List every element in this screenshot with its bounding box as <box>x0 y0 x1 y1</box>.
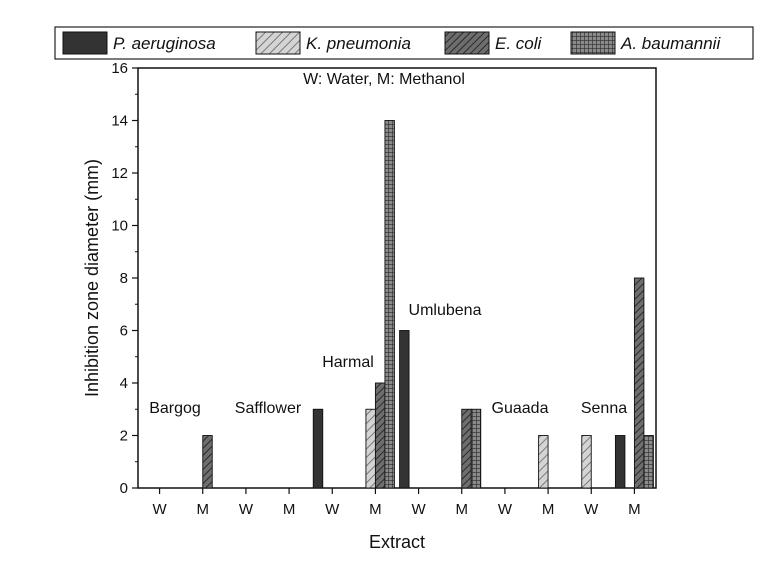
bar-k-pneumonia-5 <box>365 408 376 489</box>
bars <box>202 120 654 489</box>
plant-label-guaada: Guaada <box>492 400 549 417</box>
x-tick-label: M <box>197 501 210 518</box>
legend-box <box>54 26 754 60</box>
bar-e-coli-5 <box>374 382 386 489</box>
plant-labels: Bargog Safflower Harmal Umlubena Guaada Senna <box>149 302 627 417</box>
x-tick-label: M <box>542 501 555 518</box>
legend-label: P. aeruginosa <box>113 34 216 53</box>
bar-p-aeruginosa-6 <box>399 330 410 489</box>
legend-swatch <box>62 31 108 55</box>
x-axis-title: Extract <box>369 532 425 552</box>
y-tick-label: 4 <box>120 375 128 392</box>
legend-swatch <box>570 31 616 55</box>
x-tick-label: W <box>325 501 340 518</box>
x-tick-label: M <box>456 501 469 518</box>
bar-a-baumannii-7 <box>470 408 482 489</box>
plant-label-harmal: Harmal <box>322 354 374 371</box>
legend-label: A. baumannii <box>620 34 721 53</box>
legend-swatch <box>444 31 490 55</box>
x-tick-label: W <box>411 501 426 518</box>
x-tick-label: W <box>152 501 167 518</box>
bar-e-coli-7 <box>461 408 472 489</box>
axes: 0 2 4 6 8 10 12 14 16 W M W M W M W M W M W M <box>111 60 657 518</box>
bar-e-coli-11 <box>633 277 645 489</box>
bar-a-baumannii-5 <box>384 120 395 489</box>
y-tick-label: 16 <box>111 60 128 77</box>
bar-e-coli-1 <box>202 435 213 489</box>
legend-label: E. coli <box>495 34 543 53</box>
x-tick-label: M <box>628 501 641 518</box>
bar-p-aeruginosa-11 <box>614 435 626 489</box>
x-tick-label: W <box>498 501 513 518</box>
y-tick-label: 12 <box>111 165 128 182</box>
bar-a-baumannii-11 <box>643 435 654 489</box>
y-tick-label: 2 <box>120 428 128 445</box>
x-tick-label: W <box>239 501 254 518</box>
x-tick-label: M <box>369 501 382 518</box>
plant-label-senna: Senna <box>581 400 627 417</box>
y-axis-title: Inhibition zone diameter (mm) <box>82 159 102 397</box>
chart-note: W: Water, M: Methanol <box>303 71 465 88</box>
plot-frame <box>137 67 657 489</box>
bar-p-aeruginosa-4 <box>312 408 324 489</box>
y-tick-label: 0 <box>120 480 128 497</box>
bar-k-pneumonia-9 <box>538 435 549 489</box>
legend: P. aeruginosa K. pneumonia E. coli A. bauma… <box>54 26 754 60</box>
y-tick-label: 6 <box>120 323 128 340</box>
y-tick-label: 10 <box>111 218 128 235</box>
plant-label-safflower: Safflower <box>235 400 302 417</box>
plant-label-bargog: Bargog <box>149 400 201 417</box>
legend-label: K. pneumonia <box>306 34 411 53</box>
y-axis: 0 2 4 6 8 10 12 14 16 <box>111 60 138 497</box>
x-tick-label: W <box>584 501 599 518</box>
bar-k-pneumonia-10 <box>581 435 592 489</box>
y-tick-label: 8 <box>120 270 128 287</box>
plant-label-umlubena: Umlubena <box>409 302 482 319</box>
legend-swatch <box>255 31 301 55</box>
x-tick-label: M <box>283 501 296 518</box>
y-tick-label: 14 <box>111 113 128 130</box>
